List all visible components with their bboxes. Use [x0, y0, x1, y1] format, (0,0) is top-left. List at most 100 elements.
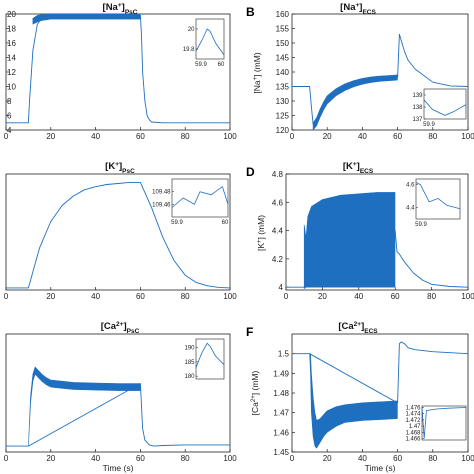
panel-e-xtick-label: 100 [223, 454, 237, 463]
panel-b-inset-ytick-label: 139 [412, 93, 423, 99]
panel-a-xtick-label: 100 [223, 132, 237, 141]
panel-d-plot-area [286, 192, 468, 290]
panel-d-ytick-label: 4.4 [272, 227, 284, 236]
panel-f-ca-ecs: F [Ca2+]ECS [Ca2+] (mM) Time (s) 0 20 40 60… [246, 321, 474, 474]
panel-b-ytick-label: 140 [276, 68, 290, 77]
panel-c-xtick-label: 0 [4, 292, 9, 301]
panel-e-xtick-label: 80 [181, 454, 190, 463]
panel-d-xtick-label: 100 [461, 292, 474, 301]
panel-d-oscillation-band [303, 192, 396, 290]
panel-a-xtick-label: 0 [4, 132, 9, 141]
panel-f-xtick-label: 20 [323, 454, 332, 463]
panel-c-axes-frame [5, 173, 231, 291]
panel-a-xtick-label: 20 [46, 132, 55, 141]
panel-b-na-ecs: B [Na+]ECS [Na+] (mM) 0 20 40 60 80 100 120 125… [246, 2, 474, 142]
panel-f-inset-ytick-label: 1.47 [409, 424, 421, 430]
panel-d-xtick-label: 0 [284, 292, 289, 301]
panel-b-plot-area [292, 33, 468, 130]
panel-c-inset-ytick-label: 109.48 [152, 190, 171, 196]
panel-f-inset-ytick-label: 1.476 [405, 406, 421, 412]
panel-d-axes-frame [285, 173, 469, 291]
panel-a-ytick-label: 12 [7, 68, 16, 77]
panel-a-inset-frame [195, 18, 225, 60]
panel-b-ticks: 0 20 40 60 80 100 120 125 130 135 140 145 150 155 160 [276, 10, 474, 141]
panel-a-series-line [6, 14, 230, 124]
panel-d-inset-ytick-label: 4.6 [406, 183, 415, 189]
panel-f-ylabel: [Ca2+] (mM) [250, 371, 260, 416]
panel-c-xtick-label: 80 [181, 292, 190, 301]
panel-a-plot [6, 14, 230, 124]
panel-e-inset-ytick-label: 190 [184, 346, 195, 352]
panel-a-ticks: 0 20 40 60 80 100 4 6 8 10 12 14 16 18 20 [4, 10, 237, 141]
panel-a-inset-ytick-label: 19.8 [183, 47, 195, 53]
panel-f-inset-frame [421, 405, 467, 441]
panel-a-inset-ytick-label: 20 [188, 27, 195, 33]
panel-e-ca-psc: [Ca2+]PsC Time (s) 0 20 40 60 80 100 190 185 18… [4, 321, 237, 474]
panel-d-inset-line [415, 182, 461, 210]
panel-f-xtick-label: 60 [393, 454, 402, 463]
panel-c-xtick-label: 40 [91, 292, 100, 301]
panel-f-xlabel: Time (s) [365, 463, 396, 473]
panel-d-xtick-label: 40 [354, 292, 363, 301]
panel-f-plot-area [292, 341, 468, 449]
panel-c-inset-line [171, 185, 229, 208]
panel-b-ytick-label: 160 [276, 10, 290, 19]
panel-b-ytick-label: 135 [276, 83, 290, 92]
panel-f-oscillation-band [309, 353, 398, 449]
panel-f-inset-line [421, 407, 467, 439]
panel-a-ytick-label: 8 [7, 97, 12, 106]
panel-f-letter: F [246, 325, 253, 339]
panel-f-ytick-label: 1.5 [278, 350, 290, 359]
panel-b-xtick-label: 80 [428, 132, 437, 141]
panel-d-inset: 4.6 4.4 59.9 [406, 178, 461, 228]
panel-b-ytick-label: 155 [276, 25, 290, 34]
panel-f-series-line [292, 341, 468, 404]
panel-f-xtick-label: 100 [461, 454, 474, 463]
panel-b-oscillation-band [312, 74, 398, 130]
panel-d-plot [286, 192, 468, 290]
panel-a-ytick-label: 4 [7, 126, 12, 135]
panel-f-inset-ytick-label: 1.474 [405, 412, 421, 418]
panel-b-ytick-label: 145 [276, 54, 290, 63]
panel-a-inset-line [195, 28, 225, 56]
panel-c-title: [K+]PsC [105, 161, 135, 175]
panel-c-series-line [6, 181, 230, 289]
panel-e-ticks: 0 20 40 60 80 100 [4, 449, 237, 463]
panel-b-letter: B [246, 5, 255, 19]
panel-d-inset-frame [415, 178, 461, 220]
panel-c-ticks: 0 20 40 60 80 100 [4, 287, 237, 301]
panel-f-ytick-label: 1.46 [273, 428, 289, 437]
panel-b-xtick-label: 0 [290, 132, 295, 141]
panel-a-xtick-label: 60 [136, 132, 145, 141]
panel-c-inset-xtick-label: 60 [222, 220, 229, 226]
panel-a-inset: 20 19.8 59.9 60 [183, 18, 225, 68]
panel-e-axes-frame [5, 333, 231, 453]
panel-c-k-psc: [K+]PsC 0 20 40 60 80 100 109.48 109.46 59.9 60 [4, 161, 237, 302]
panel-a-xtick-label: 80 [181, 132, 190, 141]
panel-b-xtick-label: 40 [358, 132, 367, 141]
panel-d-k-ecs: D [K+]ECS [K+] (mM) 0 20 40 60 80 10044.24.44… [246, 161, 474, 302]
panel-b-xtick-label: 100 [461, 132, 474, 141]
panel-f-xtick-label: 0 [290, 454, 295, 463]
panel-a-ytick-label: 6 [7, 112, 12, 121]
panel-e-xtick-label: 20 [46, 454, 55, 463]
panel-a-xtick-label: 40 [91, 132, 100, 141]
panel-d-xtick-label: 60 [391, 292, 400, 301]
panel-a-ytick-label: 10 [7, 83, 16, 92]
panel-a-inset-xtick-label: 60 [218, 62, 225, 68]
panel-e-inset: 190 185 180 [184, 338, 225, 380]
panel-b-ytick-label: 120 [276, 126, 290, 135]
panel-f-ytick-label: 1.45 [273, 448, 289, 457]
panel-d-ytick-label: 4.8 [272, 170, 284, 179]
panel-b-series-line [292, 33, 468, 128]
panel-d-ylabel: [K+] (mM) [256, 215, 266, 251]
panel-a-inset-xtick-label: 59.9 [195, 62, 207, 68]
panel-e-plot-area [6, 366, 230, 447]
panel-a-ytick-label: 16 [7, 39, 16, 48]
panel-d-inset-ytick-label: 4.4 [406, 206, 415, 212]
panel-f-ytick-label: 1.48 [273, 389, 289, 398]
panel-e-xlabel: Time (s) [103, 463, 134, 473]
